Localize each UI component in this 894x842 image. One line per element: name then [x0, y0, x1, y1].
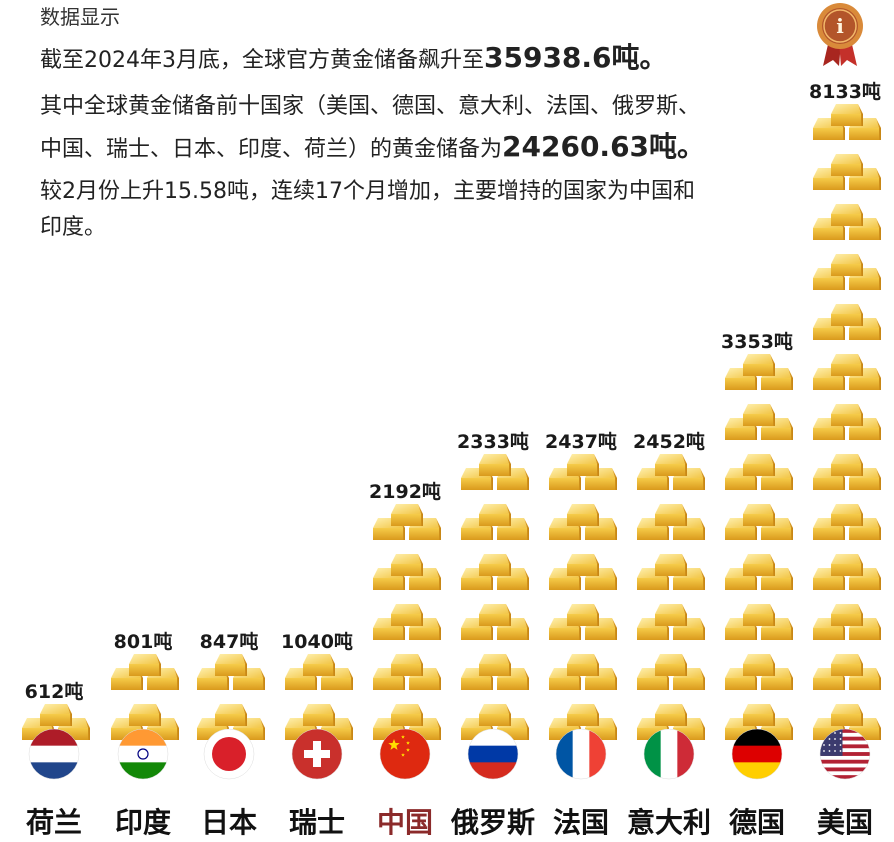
gold-bar-stack — [285, 654, 353, 740]
russia-flag-icon — [467, 728, 519, 780]
country-label: 德国 — [729, 806, 785, 839]
netherlands-flag-icon — [28, 728, 80, 780]
germany-flag-icon — [731, 728, 783, 780]
country-label: 意大利 — [627, 806, 711, 839]
italy-flag-icon — [643, 728, 695, 780]
india-flag-icon — [117, 728, 169, 780]
country-label: 中国 — [377, 806, 433, 839]
gold-bar-stack — [549, 454, 617, 740]
total-reserve-value: 35938.6吨。 — [484, 41, 668, 74]
japan-flag-icon — [203, 728, 255, 780]
value-label: 847吨 — [200, 630, 259, 653]
country-label: 日本 — [201, 806, 257, 839]
value-label: 8133吨 — [809, 80, 881, 103]
gold-bar-stack — [813, 104, 881, 740]
value-label: 2333吨 — [457, 430, 529, 453]
total-reserve-prefix: 截至2024年3月底，全球官方黄金储备飙升至 — [40, 48, 484, 73]
switzerland-flag-icon — [291, 728, 343, 780]
country-label: 俄罗斯 — [450, 806, 535, 839]
gold-bar-stack — [197, 654, 265, 740]
country-label: 瑞士 — [289, 806, 345, 839]
gold-bar-stack — [373, 504, 441, 740]
medal-glyph: i — [836, 14, 844, 38]
gold-bar-stack — [111, 654, 179, 740]
value-label: 2437吨 — [545, 430, 617, 453]
value-label: 3353吨 — [721, 330, 793, 353]
gold-bar-stack — [637, 454, 705, 740]
country-label: 法国 — [553, 806, 609, 839]
top-ten-value: 24260.63吨。 — [502, 130, 706, 163]
top-ten-text: 其中全球黄金储备前十国家（美国、德国、意大利、法国、俄罗斯、中国、瑞士、日本、印… — [40, 87, 710, 170]
value-label: 2192吨 — [369, 480, 441, 503]
total-reserve-text: 截至2024年3月底，全球官方黄金储备飙升至35938.6吨。 — [40, 38, 710, 81]
value-label: 801吨 — [114, 630, 173, 653]
intro-text: 数据显示 截至2024年3月底，全球官方黄金储备飙升至35938.6吨。 其中全… — [40, 0, 710, 246]
country-label: 印度 — [115, 806, 171, 839]
value-label: 612吨 — [25, 680, 84, 703]
value-label: 1040吨 — [281, 630, 353, 653]
info-medal-icon: i — [817, 3, 863, 66]
top-ten-prefix: 其中全球黄金储备前十国家（美国、德国、意大利、法国、俄罗斯、中国、瑞士、日本、印… — [40, 94, 701, 162]
data-heading: 数据显示 — [40, 5, 120, 29]
change-text: 较2月份上升15.58吨，连续17个月增加，主要增持的国家为中国和印度。 — [40, 179, 695, 240]
china-flag-icon — [379, 728, 431, 780]
usa-flag-icon — [819, 728, 871, 780]
value-label: 2452吨 — [633, 430, 705, 453]
gold-bar-stack — [725, 354, 793, 740]
country-label: 美国 — [817, 806, 873, 839]
gold-bar-stack — [461, 454, 529, 740]
country-label: 荷兰 — [26, 806, 82, 839]
france-flag-icon — [555, 728, 607, 780]
